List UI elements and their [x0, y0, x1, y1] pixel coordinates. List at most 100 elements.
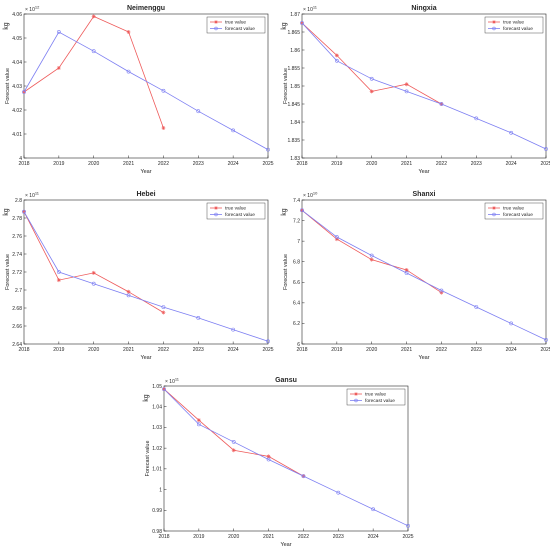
- legend-box: [346, 388, 406, 406]
- data-point-forecast-value: [509, 321, 514, 326]
- axis-exponent: × 1010: [303, 191, 318, 200]
- unit-label: kg: [143, 394, 150, 402]
- x-axis-label: Year: [140, 355, 151, 361]
- y-tick-label: 6.8: [293, 260, 300, 266]
- y-tick-label: 6.4: [293, 301, 300, 307]
- legend-marker-true-value: [214, 206, 218, 210]
- data-point-forecast-value: [196, 315, 201, 320]
- data-point-forecast-value: [544, 337, 548, 342]
- data-point-forecast-value: [126, 69, 131, 74]
- legend-label: forecast value: [503, 26, 533, 32]
- plot-area: [301, 199, 547, 345]
- chart-svg: Neimenggu × 1012 2018 2019 2020 2021 2022 2023 2…: [3, 5, 274, 176]
- chart-svg: Hebei × 1011 2018 2019 2020 2021 2022 2023 2024 2…: [3, 191, 274, 362]
- axis-exponent-power: 11: [35, 191, 40, 196]
- data-point-true-value: [369, 89, 374, 94]
- legend-label: forecast value: [503, 212, 533, 218]
- data-point-true-value: [162, 387, 166, 392]
- chart-svg: Ningxia × 1011 2018 2019 2020 2021 2022 2023 202…: [281, 5, 550, 176]
- y-tick-label: 2.78: [12, 216, 22, 222]
- y-tick-label: 4.06: [12, 12, 22, 18]
- y-tick-label: 1.05: [152, 384, 162, 390]
- x-tick-label: 2021: [401, 161, 412, 167]
- x-axis-label: Year: [280, 542, 291, 548]
- x-tick-label: 2018: [296, 347, 307, 353]
- legend-label: forecast value: [225, 212, 255, 218]
- x-axis-label: Year: [140, 169, 151, 175]
- x-tick-label: 2019: [331, 161, 342, 167]
- legend-label: forecast value: [365, 398, 395, 404]
- chart-panel-ningxia: Ningxia × 1011 2018 2019 2020 2021 2022 2023 202…: [278, 0, 550, 186]
- x-tick-label: 2022: [158, 161, 169, 167]
- chart-svg: Shanxi × 1010 2018 2019 2020 2021 2022 2023 2024…: [281, 191, 550, 362]
- data-point-forecast-value: [56, 270, 61, 274]
- y-tick-label: 1.85: [290, 84, 300, 90]
- y-tick-label: 2.68: [12, 306, 22, 312]
- data-point-true-value: [404, 82, 409, 87]
- y-axis-label: Forecast value: [5, 254, 11, 290]
- y-tick-label: 1.83: [290, 156, 300, 162]
- y-tick-label: 2.7: [15, 288, 22, 294]
- y-axis-label: Forecast value: [5, 68, 11, 104]
- data-point-true-value: [369, 257, 374, 262]
- y-tick-label: 7: [297, 239, 300, 245]
- x-tick-label: 2024: [228, 347, 239, 353]
- x-tick-label: 2020: [366, 347, 377, 353]
- data-point-forecast-value: [162, 387, 166, 392]
- x-tick-label: 2023: [193, 161, 204, 167]
- data-point-true-value: [439, 290, 444, 295]
- y-axis-label: Forecast value: [145, 440, 151, 476]
- data-point-true-value: [161, 126, 166, 130]
- data-point-forecast-value: [369, 76, 374, 81]
- series-line-forecast-value: [23, 31, 269, 150]
- y-tick-label: 1.04: [152, 405, 162, 411]
- data-point-forecast-value: [439, 288, 444, 293]
- legend-label: true value: [225, 206, 246, 212]
- data-point-forecast-value: [474, 305, 479, 309]
- series-line-forecast-value: [301, 22, 547, 150]
- x-tick-label: 2020: [366, 161, 377, 167]
- x-tick-label: 2019: [53, 347, 64, 353]
- x-tick-label: 2025: [540, 347, 550, 353]
- x-tick-label: 2024: [228, 161, 239, 167]
- x-tick-label: 2018: [296, 161, 307, 167]
- data-point-forecast-value: [334, 58, 339, 63]
- x-tick-label: 2019: [331, 347, 342, 353]
- x-tick-label: 2022: [436, 161, 447, 167]
- data-point-forecast-value: [439, 102, 444, 106]
- unit-label: kg: [281, 208, 288, 216]
- x-tick-label: 2024: [368, 534, 379, 540]
- axis-exponent: × 1011: [165, 377, 180, 386]
- data-point-true-value: [231, 448, 236, 453]
- data-point-forecast-value: [126, 293, 131, 298]
- y-tick-label: 6.2: [293, 321, 300, 327]
- y-tick-label: 1.01: [152, 467, 162, 473]
- legend-label: forecast value: [225, 26, 255, 32]
- chart-title: Gansu: [275, 377, 297, 384]
- data-point-forecast-value: [334, 235, 339, 239]
- x-tick-label: 2021: [401, 347, 412, 353]
- data-point-forecast-value: [161, 305, 166, 310]
- legend-label: true value: [503, 20, 524, 26]
- y-tick-label: 1.855: [287, 66, 300, 72]
- data-point-forecast-value: [300, 208, 304, 213]
- chart-panel-neimenggu: Neimenggu × 1012 2018 2019 2020 2021 2022 2023 2…: [0, 0, 274, 186]
- axis-exponent-power: 11: [175, 377, 180, 382]
- y-tick-label: 4.05: [12, 36, 22, 42]
- chart-panel-hebei: Hebei × 1011 2018 2019 2020 2021 2022 2023 2024 2…: [0, 186, 274, 372]
- x-tick-label: 2023: [471, 347, 482, 353]
- x-tick-label: 2025: [540, 161, 550, 167]
- y-tick-label: 4.03: [12, 84, 22, 90]
- data-point-true-value: [91, 270, 96, 275]
- x-tick-label: 2025: [262, 161, 273, 167]
- x-tick-label: 2024: [506, 347, 517, 353]
- data-point-forecast-value: [266, 147, 270, 152]
- legend-marker-true-value: [214, 20, 218, 24]
- data-point-forecast-value: [369, 253, 374, 258]
- x-tick-label: 2025: [262, 347, 273, 353]
- data-point-forecast-value: [22, 209, 26, 214]
- series-line-forecast-value: [23, 211, 269, 342]
- data-point-true-value: [56, 278, 61, 283]
- y-tick-label: 4.04: [12, 60, 22, 66]
- chart-title: Shanxi: [413, 191, 436, 198]
